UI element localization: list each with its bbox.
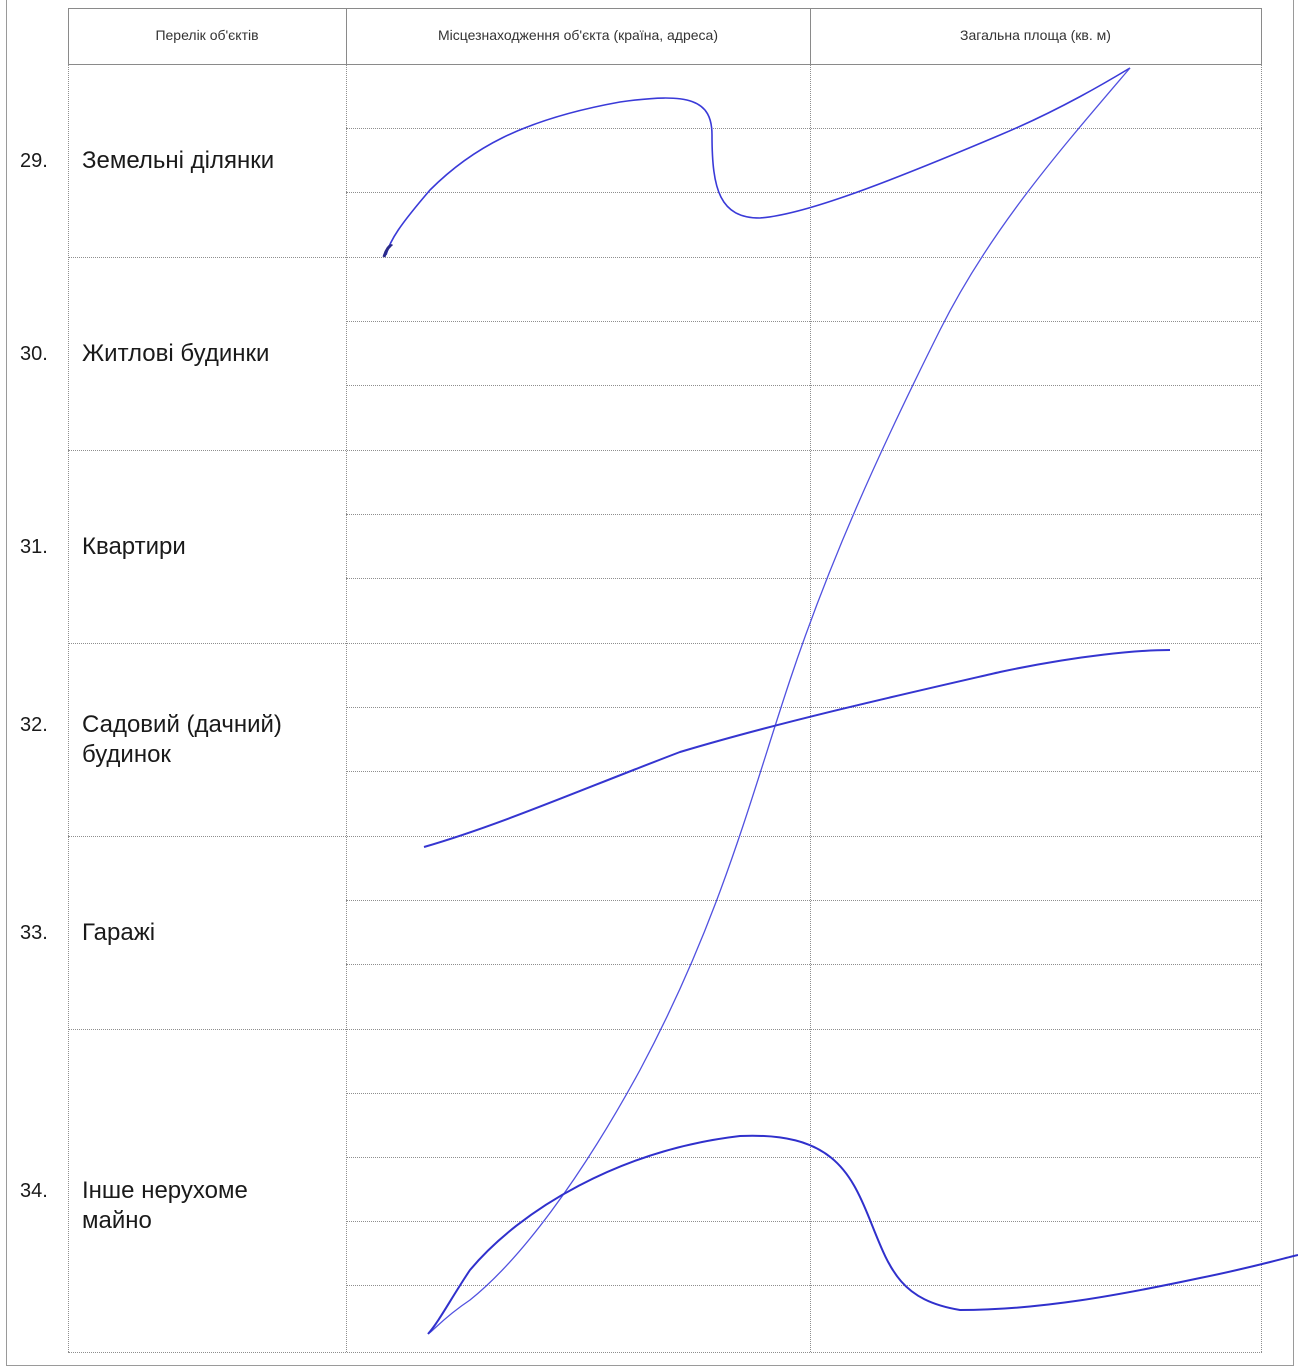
section-separator xyxy=(68,450,1262,451)
row-number-31: 31. xyxy=(20,536,48,558)
entry-line xyxy=(346,514,1262,515)
entry-line xyxy=(346,1285,1262,1286)
table-left-border xyxy=(68,64,69,1352)
diagonal-cancellation-stroke xyxy=(427,67,1131,1334)
row-number-32: 32. xyxy=(20,714,48,736)
entry-line xyxy=(346,1221,1262,1222)
top-cancellation-stroke xyxy=(385,67,1131,256)
column-divider-2 xyxy=(810,64,811,1352)
row-label-land: Земельні ділянки xyxy=(82,147,275,174)
entry-line xyxy=(346,900,1262,901)
entry-line xyxy=(346,1157,1262,1158)
column-divider-1 xyxy=(346,64,347,1352)
middle-cancellation-stroke xyxy=(423,649,1171,848)
row-label-garages: Гаражі xyxy=(82,919,156,946)
row-label-houses: Житлові будинки xyxy=(82,340,270,367)
entry-line xyxy=(346,707,1262,708)
header-bottom-border xyxy=(68,64,1262,65)
header-area: Загальна площа (кв. м) xyxy=(960,27,1111,43)
header-right-border xyxy=(1261,8,1262,64)
row-label-apartments: Квартири xyxy=(82,533,186,560)
row-number-33: 33. xyxy=(20,922,48,944)
page-frame xyxy=(6,0,1294,1366)
table-right-border xyxy=(1261,64,1262,1352)
row-label-garden-house: Садовий (дачний) будинок xyxy=(82,711,282,768)
row-number-30: 30. xyxy=(20,343,48,365)
header-divider-2 xyxy=(810,8,811,64)
row-number-29: 29. xyxy=(20,150,48,172)
section-separator xyxy=(68,643,1262,644)
entry-line xyxy=(346,578,1262,579)
entry-line xyxy=(346,128,1262,129)
row-label-other-property: Інше нерухоме майно xyxy=(82,1177,248,1234)
header-objects: Перелік об'єктів xyxy=(155,27,259,43)
row-number-34: 34. xyxy=(20,1180,48,1202)
header-divider-1 xyxy=(346,8,347,64)
section-separator xyxy=(68,257,1262,258)
entry-line xyxy=(346,1093,1262,1094)
header-location: Місцезнаходження об'єкта (країна, адреса… xyxy=(438,27,718,43)
entry-line xyxy=(346,964,1262,965)
header-left-border xyxy=(68,8,69,64)
section-separator xyxy=(68,836,1262,837)
entry-line xyxy=(346,192,1262,193)
entry-line xyxy=(346,771,1262,772)
bottom-cancellation-stroke xyxy=(427,1134,1298,1335)
top-stroke-dot xyxy=(382,244,394,258)
section-separator xyxy=(68,1029,1262,1030)
table-bottom-border xyxy=(68,1352,1262,1353)
entry-line xyxy=(346,321,1262,322)
entry-line xyxy=(346,385,1262,386)
table-top-border xyxy=(68,8,1262,9)
